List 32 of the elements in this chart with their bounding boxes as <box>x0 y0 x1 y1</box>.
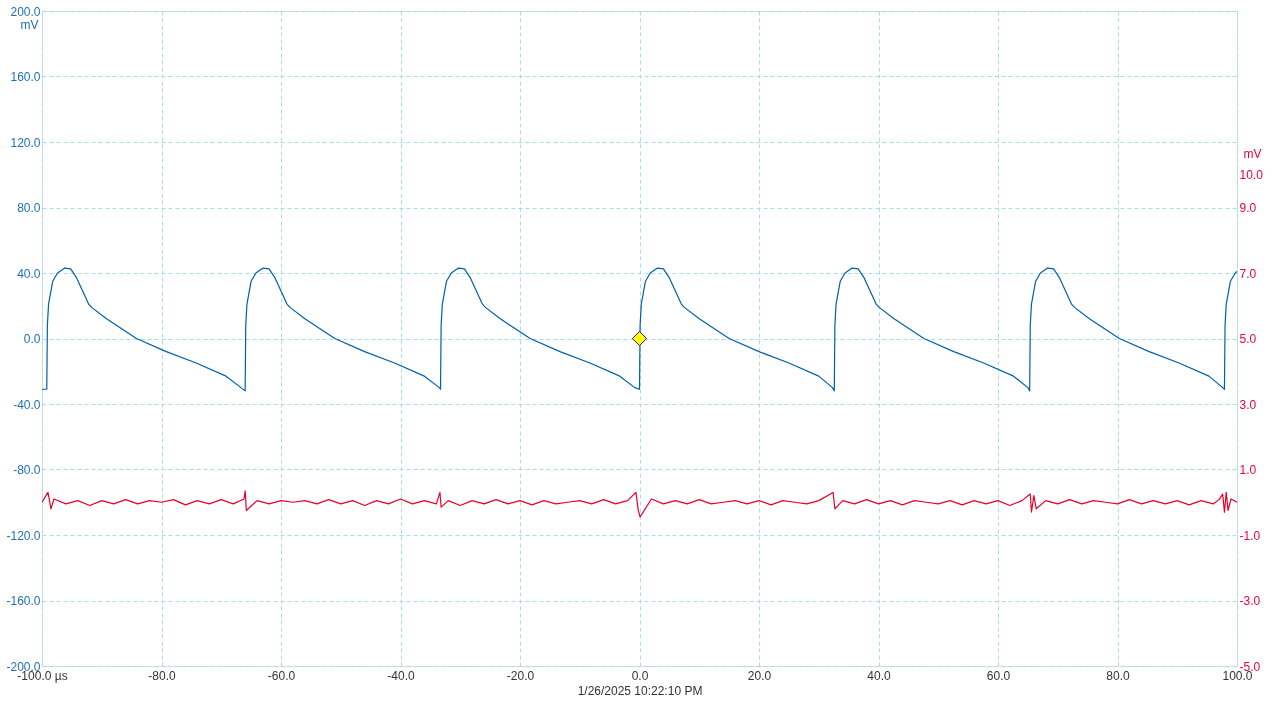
y2-tick-label: 9.0 <box>1239 201 1257 215</box>
x-tick-label: -60.0 <box>267 668 296 683</box>
y-tick-label: 80.0 <box>17 201 41 215</box>
y2-tick-label: -3.0 <box>1239 594 1261 608</box>
line-series <box>42 490 1237 518</box>
y2-tick-label: 10.0 <box>1239 168 1264 183</box>
y-tick-label: 120.0 <box>10 135 41 150</box>
y-tick-label: 200.0 <box>10 4 41 19</box>
y2-tick-label: 3.0 <box>1239 397 1257 412</box>
x-tick-label: 40.0 <box>867 668 891 683</box>
y-tick-label: -120.0 <box>6 528 41 543</box>
x-tick-label: 0.0 <box>631 668 649 683</box>
y2-tick-label: 5.0 <box>1239 332 1257 346</box>
y-tick-label: 0.0 <box>23 332 41 346</box>
y-tick-label: -160.0 <box>6 594 41 608</box>
y-tick-label: 160.0 <box>10 70 41 84</box>
y2-tick-label: 1.0 <box>1239 463 1257 477</box>
line-series <box>42 267 1237 392</box>
y-tick-label: -40.0 <box>13 397 41 412</box>
x-tick-label: 60.0 <box>986 668 1011 683</box>
x-tick-label: 80.0 <box>1106 668 1130 683</box>
x-axis-title: 1/26/2025 10:22:10 PM <box>577 683 703 698</box>
x-tick-label: -20.0 <box>506 668 535 683</box>
y2-tick-label: -1.0 <box>1239 528 1261 543</box>
y-tick-label: 40.0 <box>17 266 41 281</box>
x-tick-label: -80.0 <box>148 668 176 683</box>
y2-tick-label: 7.0 <box>1239 266 1257 281</box>
x-tick-label: -40.0 <box>387 668 415 683</box>
y-tick-label: -80.0 <box>13 463 41 477</box>
y2-axis-title: mV <box>1243 147 1262 162</box>
x-tick-label: 20.0 <box>747 668 772 683</box>
y-axis-title: mV <box>20 17 39 32</box>
